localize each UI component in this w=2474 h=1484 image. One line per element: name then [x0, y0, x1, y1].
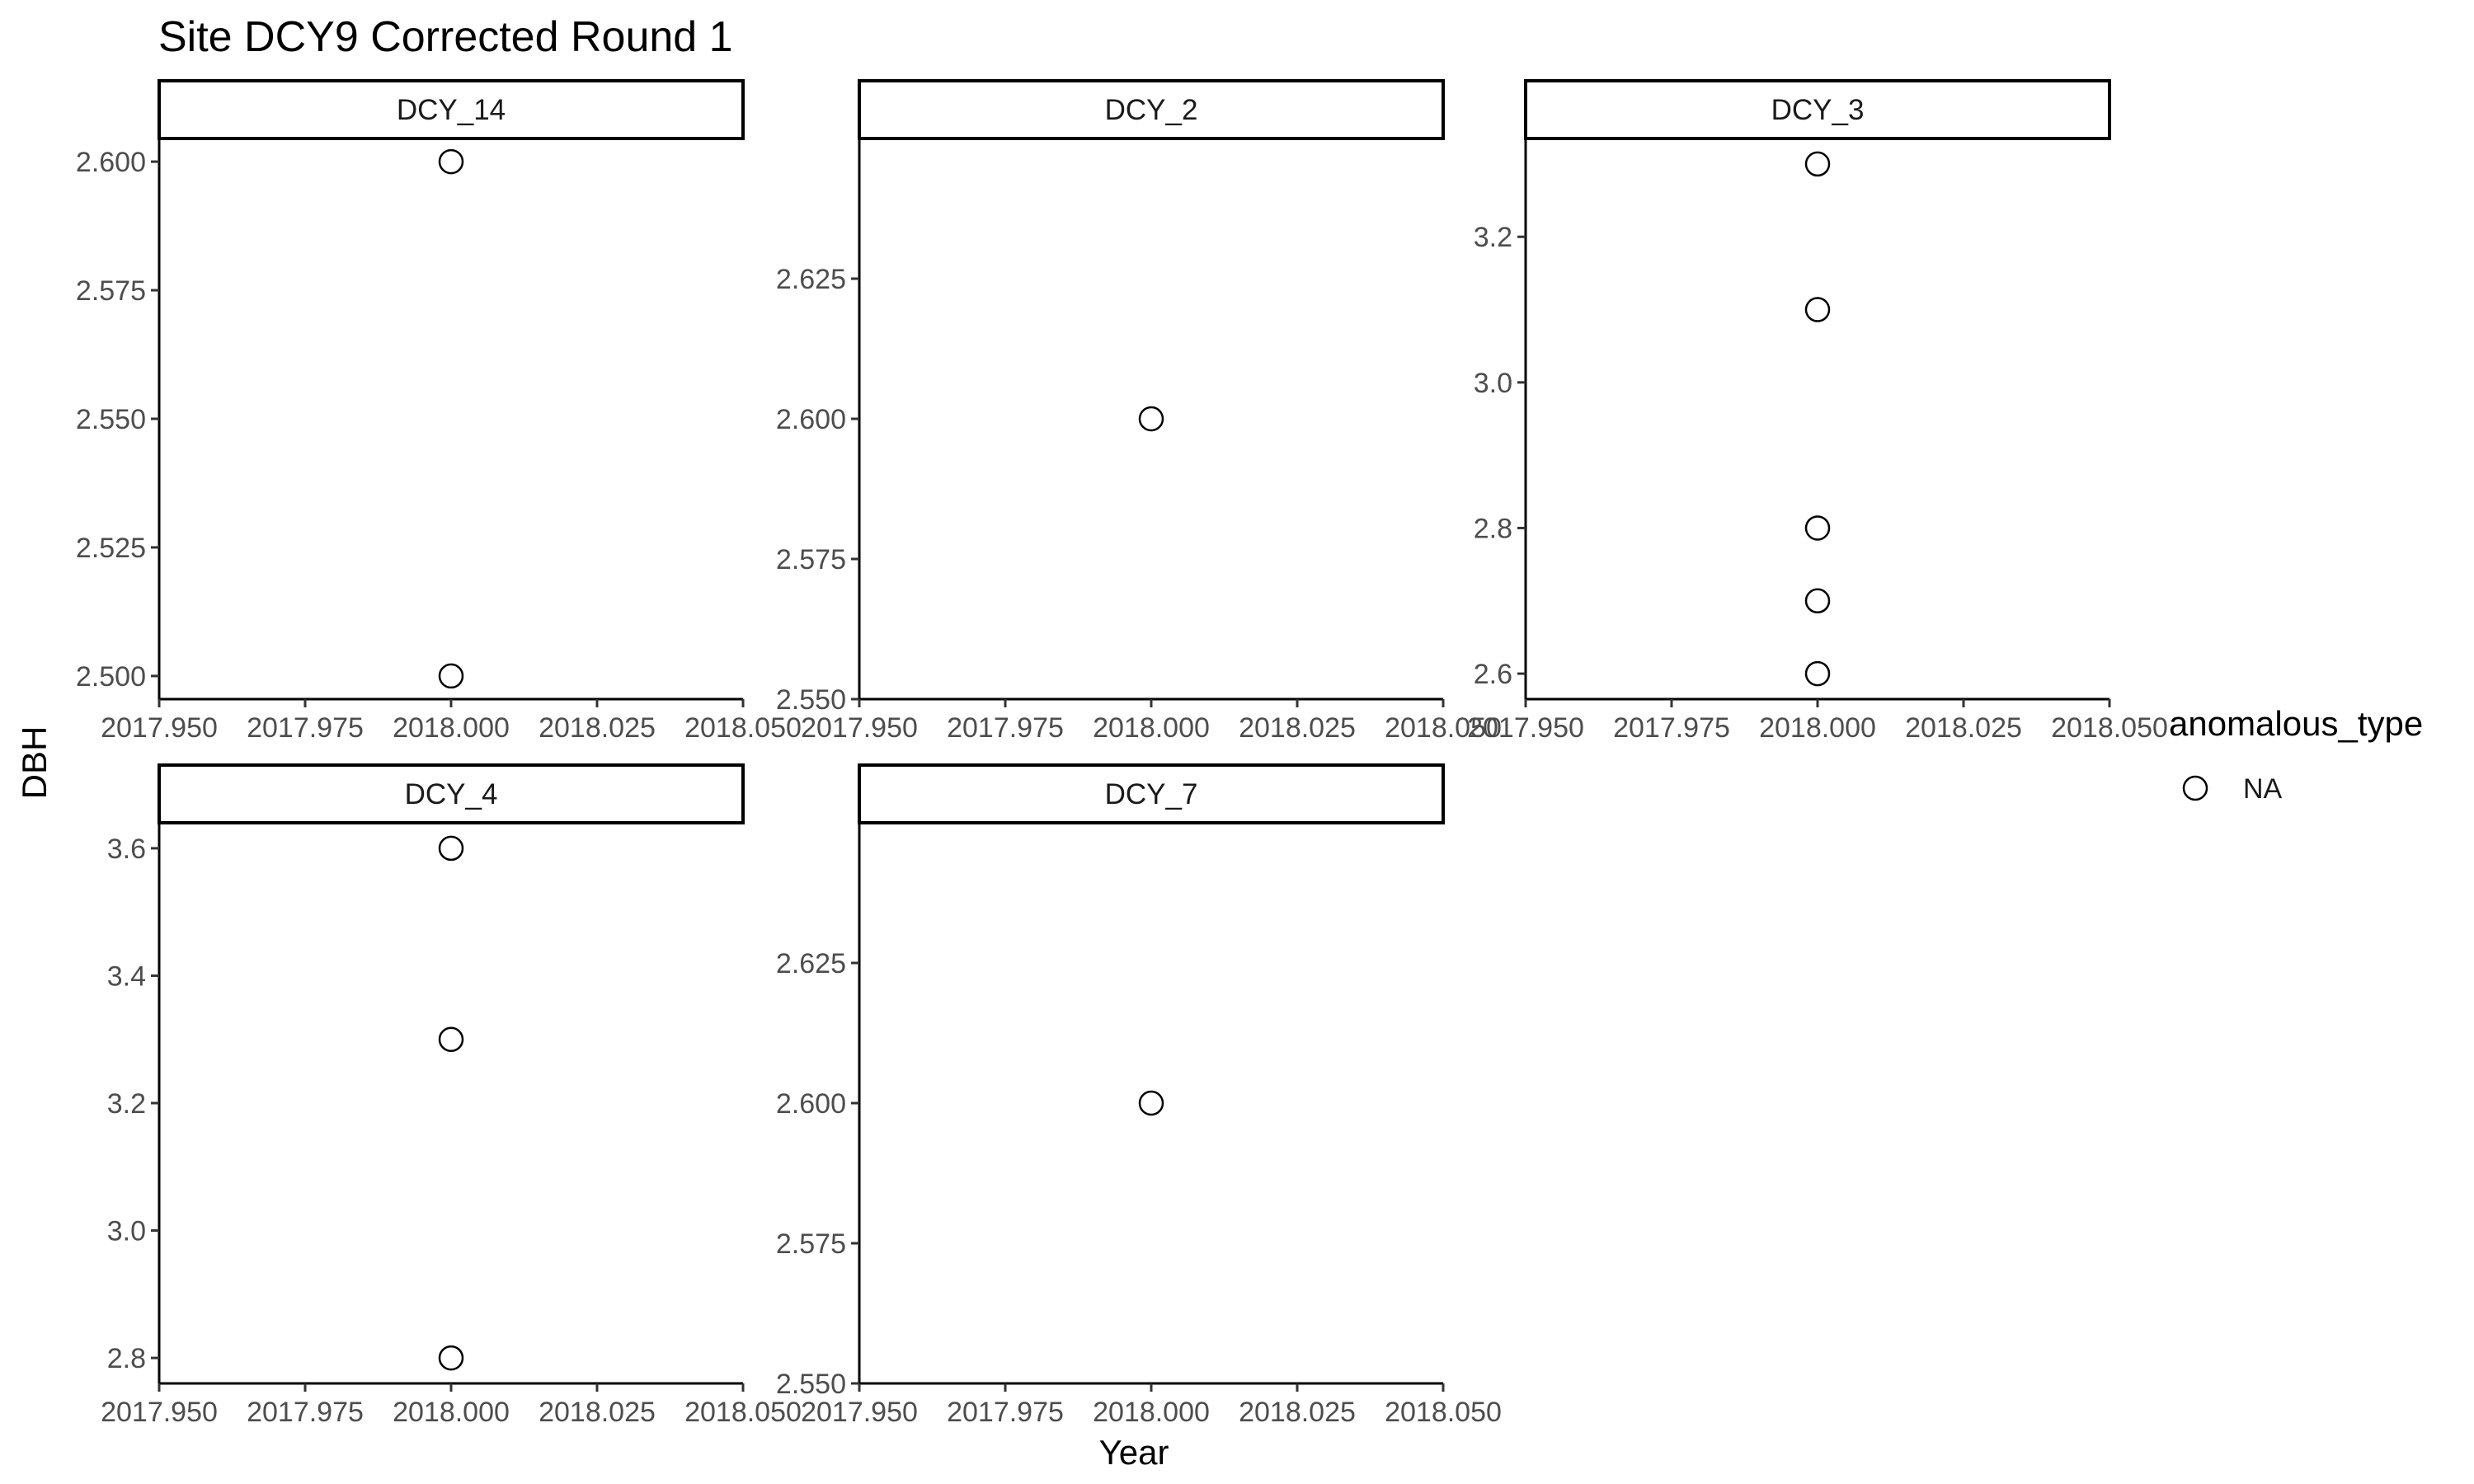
x-axis-title: Year	[1099, 1433, 1169, 1472]
x-tick-label: 2018.000	[1759, 712, 1876, 744]
facet-panel-dcy-14: DCY_14 2.500 2.525 2.550 2.575 2.600 2017.950 2…	[76, 79, 802, 744]
facet-strip-label: DCY_3	[1771, 94, 1865, 126]
y-tick-label: 3.0	[1474, 368, 1512, 399]
facet-strip-label: DCY_14	[397, 94, 506, 126]
facet-panel-dcy-3: DCY_3 2.6 2.8 3.0 3.2 2017.950 2017.975 2018.00…	[1467, 79, 2168, 744]
x-tick-label: 2017.950	[801, 712, 918, 744]
x-tick-label: 2017.975	[247, 1397, 364, 1428]
y-tick-label: 2.625	[776, 948, 846, 979]
x-tick-label: 2018.050	[684, 1397, 802, 1428]
legend: anomalous_type NA	[2169, 704, 2423, 805]
facet-strip-label: DCY_4	[405, 778, 498, 810]
x-tick-label: 2018.050	[1385, 712, 1502, 744]
y-tick-label: 2.575	[776, 544, 846, 575]
y-tick-label: 2.625	[776, 264, 846, 295]
data-point	[438, 835, 464, 862]
y-tick-label: 3.2	[1474, 222, 1512, 253]
legend-title: anomalous_type	[2169, 704, 2423, 743]
data-point	[1804, 297, 1831, 322]
y-tick-label: 2.550	[76, 404, 146, 435]
data-point	[438, 1345, 464, 1371]
y-tick-label: 2.525	[76, 533, 146, 564]
y-tick-label: 2.600	[776, 1088, 846, 1120]
y-tick-label: 3.0	[107, 1216, 146, 1247]
facet-panel-dcy-7: DCY_7 2.550 2.575 2.600 2.625 2017.950 2017.97…	[776, 763, 1502, 1428]
legend-entries: NA	[2182, 773, 2283, 805]
x-tick-label: 2017.950	[1467, 712, 1584, 744]
data-point	[1804, 660, 1831, 687]
x-tick-label: 2018.000	[1093, 1397, 1210, 1428]
x-tick-label: 2018.050	[684, 712, 802, 744]
legend-label: NA	[2243, 773, 2283, 805]
y-tick-label: 2.600	[76, 147, 146, 178]
y-tick-label: 2.550	[776, 684, 846, 716]
y-tick-label: 3.2	[107, 1088, 146, 1120]
x-tick-label: 2018.050	[2051, 712, 2168, 744]
facet-strip-label: DCY_2	[1105, 94, 1198, 126]
x-tick-label: 2018.025	[1239, 712, 1356, 744]
data-point	[1138, 406, 1164, 432]
x-tick-label: 2017.975	[947, 1397, 1064, 1428]
data-point	[438, 663, 464, 689]
facet-strip-label: DCY_7	[1105, 778, 1198, 810]
x-tick-label: 2018.025	[539, 712, 656, 744]
legend-key	[2182, 775, 2208, 801]
y-tick-label: 2.8	[107, 1343, 146, 1374]
x-tick-label: 2018.000	[393, 712, 510, 744]
x-tick-label: 2017.950	[101, 712, 218, 744]
x-tick-label: 2018.025	[1239, 1397, 1356, 1428]
y-tick-label: 2.575	[776, 1228, 846, 1260]
x-tick-label: 2018.000	[1093, 712, 1210, 744]
y-tick-label: 2.600	[776, 404, 846, 435]
y-tick-label: 2.575	[76, 275, 146, 307]
facet-panel-dcy-4: DCY_4 2.8 3.0 3.2 3.4 3.6 2017.950 2017.975 2018…	[101, 763, 802, 1428]
y-tick-label: 3.6	[107, 834, 146, 865]
x-tick-label: 2018.025	[1905, 712, 2022, 744]
x-tick-label: 2018.000	[393, 1397, 510, 1428]
y-tick-label: 3.4	[107, 960, 146, 992]
y-axis-title: DBH	[15, 726, 54, 800]
x-tick-label: 2017.975	[947, 712, 1064, 744]
data-point	[1804, 515, 1831, 541]
facet-strip	[858, 79, 1445, 140]
y-tick-label: 2.550	[776, 1369, 846, 1400]
data-point	[438, 1026, 464, 1052]
facet-strip	[1524, 79, 2111, 140]
x-tick-label: 2018.050	[1385, 1397, 1502, 1428]
data-point	[1804, 588, 1831, 614]
y-tick-label: 2.6	[1474, 659, 1512, 690]
y-tick-label: 2.500	[76, 661, 146, 693]
data-point	[1804, 151, 1831, 177]
x-tick-label: 2017.975	[1613, 712, 1730, 744]
facet-strip	[858, 763, 1445, 824]
x-tick-label: 2018.025	[539, 1397, 656, 1428]
data-point	[438, 148, 464, 175]
x-tick-label: 2017.950	[801, 1397, 918, 1428]
facet-strip	[158, 79, 745, 140]
facet-panel-dcy-2: DCY_2 2.550 2.575 2.600 2.625 2017.950 2017.97…	[776, 79, 1502, 744]
y-tick-label: 2.8	[1474, 513, 1512, 544]
facet-strip	[158, 763, 745, 824]
data-point	[1138, 1090, 1164, 1116]
chart-title: Site DCY9 Corrected Round 1	[158, 13, 733, 61]
x-tick-label: 2017.950	[101, 1397, 218, 1428]
x-tick-label: 2017.975	[247, 712, 364, 744]
